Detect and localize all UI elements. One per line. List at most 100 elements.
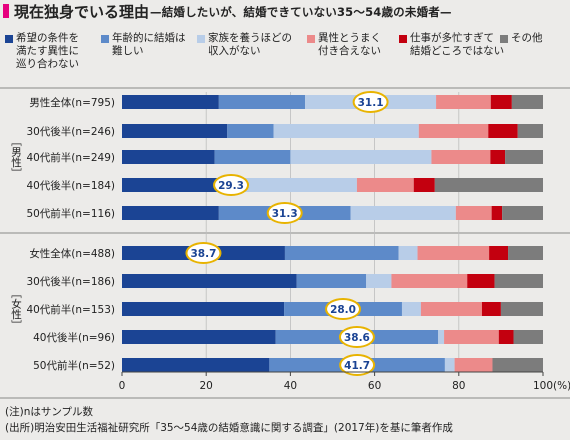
bar-segment bbox=[122, 150, 215, 164]
bar-segment bbox=[391, 274, 468, 288]
bar-segment bbox=[454, 358, 493, 372]
x-tick-label: 80 bbox=[452, 380, 465, 392]
category-label: 30代後半(n=246) bbox=[26, 125, 115, 138]
bar-segment bbox=[500, 302, 543, 316]
group-label: ［男性］ bbox=[10, 136, 22, 178]
bar-segment bbox=[350, 206, 456, 220]
bar-segment bbox=[122, 178, 217, 192]
bar-segment bbox=[122, 330, 276, 344]
data-label: 31.1 bbox=[358, 97, 384, 109]
bar-segment bbox=[418, 124, 489, 138]
legend-label: 希望の条件を 満たす異性に 巡り合わない bbox=[16, 32, 79, 70]
highlight-ring bbox=[352, 91, 389, 113]
bar-segment bbox=[218, 95, 306, 109]
bar-segment bbox=[296, 274, 367, 288]
bar-segment bbox=[513, 330, 543, 344]
chart-subtitle: —結婚したいが、結婚できていない35〜54歳の未婚者— bbox=[150, 5, 452, 19]
bar-segment bbox=[438, 330, 445, 344]
bar-segment bbox=[508, 246, 543, 260]
highlight-ring bbox=[266, 202, 303, 224]
bar-segment bbox=[122, 302, 285, 316]
bar-segment bbox=[488, 124, 518, 138]
group-label: ［女性］ bbox=[10, 288, 22, 330]
footnote-source: (出所)明治安田生活福祉研究所「35〜54歳の結婚意識に関する調査」(2017年… bbox=[5, 422, 453, 434]
bar-segment bbox=[444, 330, 499, 344]
bar-segment bbox=[245, 178, 357, 192]
legend-swatch bbox=[197, 35, 205, 43]
bar-segment bbox=[413, 178, 435, 192]
bar-segment bbox=[366, 274, 392, 288]
category-label: 女性全体(n=488) bbox=[29, 247, 115, 260]
x-tick-label: 0 bbox=[119, 380, 126, 392]
bar-segment bbox=[227, 124, 274, 138]
category-label: 40代後半(n=96) bbox=[33, 331, 115, 344]
bar-segment bbox=[490, 150, 506, 164]
category-label: 男性全体(n=795) bbox=[29, 96, 115, 109]
bar-segment bbox=[273, 124, 419, 138]
legend-label: 仕事が多忙すぎて 結婚どころではない bbox=[410, 32, 505, 57]
highlight-ring bbox=[213, 174, 250, 196]
bar-segment bbox=[490, 95, 512, 109]
bar-segment bbox=[491, 206, 503, 220]
bar-segment bbox=[122, 358, 270, 372]
bar-segment bbox=[401, 302, 421, 316]
data-label: 38.6 bbox=[344, 332, 370, 344]
bar-segment bbox=[436, 95, 491, 109]
legend-swatch bbox=[500, 35, 508, 43]
highlight-ring bbox=[325, 298, 362, 320]
bar-segment bbox=[511, 95, 543, 109]
legend-label: 異性とうまく 付き合えない bbox=[318, 32, 381, 57]
x-tick-label: 20 bbox=[200, 380, 213, 392]
category-label: 30代後半(n=186) bbox=[26, 275, 115, 288]
legend-swatch bbox=[307, 35, 315, 43]
title-bar: 現在独身でいる理由 —結婚したいが、結婚できていない35〜54歳の未婚者— bbox=[0, 0, 570, 22]
x-tick-label: 100(%) bbox=[533, 380, 570, 392]
category-label: 50代前半(n=116) bbox=[26, 207, 115, 220]
bar-segment bbox=[502, 206, 543, 220]
bar-segment bbox=[122, 95, 219, 109]
bar-segment bbox=[214, 150, 291, 164]
bar-segment bbox=[434, 178, 543, 192]
bar-segment bbox=[517, 124, 543, 138]
bar-segment bbox=[455, 206, 492, 220]
bar-segment bbox=[122, 274, 297, 288]
bar-segment bbox=[494, 274, 543, 288]
bar-segment bbox=[420, 302, 482, 316]
category-label: 40代前半(n=153) bbox=[26, 303, 115, 316]
data-label: 31.3 bbox=[272, 208, 298, 220]
bar-segment bbox=[498, 330, 514, 344]
chart-title: 現在独身でいる理由 bbox=[14, 3, 150, 21]
legend-swatch bbox=[5, 35, 13, 43]
x-tick-label: 40 bbox=[284, 380, 297, 392]
bar-segment bbox=[356, 178, 414, 192]
legend-swatch bbox=[399, 35, 407, 43]
bar-segment bbox=[417, 246, 490, 260]
category-label: 40代前半(n=249) bbox=[26, 151, 115, 164]
title-accent-mark bbox=[3, 4, 9, 18]
bar-segment bbox=[122, 124, 228, 138]
highlight-ring bbox=[338, 326, 375, 348]
bar-segment bbox=[467, 274, 495, 288]
bar-segment bbox=[398, 246, 418, 260]
bar-segment bbox=[284, 246, 399, 260]
data-label: 29.3 bbox=[218, 180, 244, 192]
bar-segment bbox=[481, 302, 501, 316]
legend: 希望の条件を 満たす異性に 巡り合わない 年齢的に結婚は 難しい 家族を養うほど… bbox=[0, 32, 570, 87]
bar-segment bbox=[492, 358, 543, 372]
highlight-ring bbox=[339, 354, 376, 376]
data-label: 41.7 bbox=[344, 360, 370, 372]
bar-segment bbox=[431, 150, 491, 164]
category-label: 50代前半(n=52) bbox=[33, 359, 115, 372]
bar-segment bbox=[122, 206, 219, 220]
x-tick-label: 60 bbox=[368, 380, 381, 392]
bar-segment bbox=[505, 150, 543, 164]
legend-label: 家族を養うほどの 収入がない bbox=[208, 32, 292, 57]
data-label: 28.0 bbox=[330, 304, 356, 316]
legend-label: 年齢的に結婚は 難しい bbox=[112, 32, 186, 57]
legend-label: その他 bbox=[511, 32, 543, 44]
highlight-ring bbox=[185, 242, 222, 264]
bar-segment bbox=[444, 358, 455, 372]
legend-swatch bbox=[101, 35, 109, 43]
bar-segment bbox=[290, 150, 432, 164]
